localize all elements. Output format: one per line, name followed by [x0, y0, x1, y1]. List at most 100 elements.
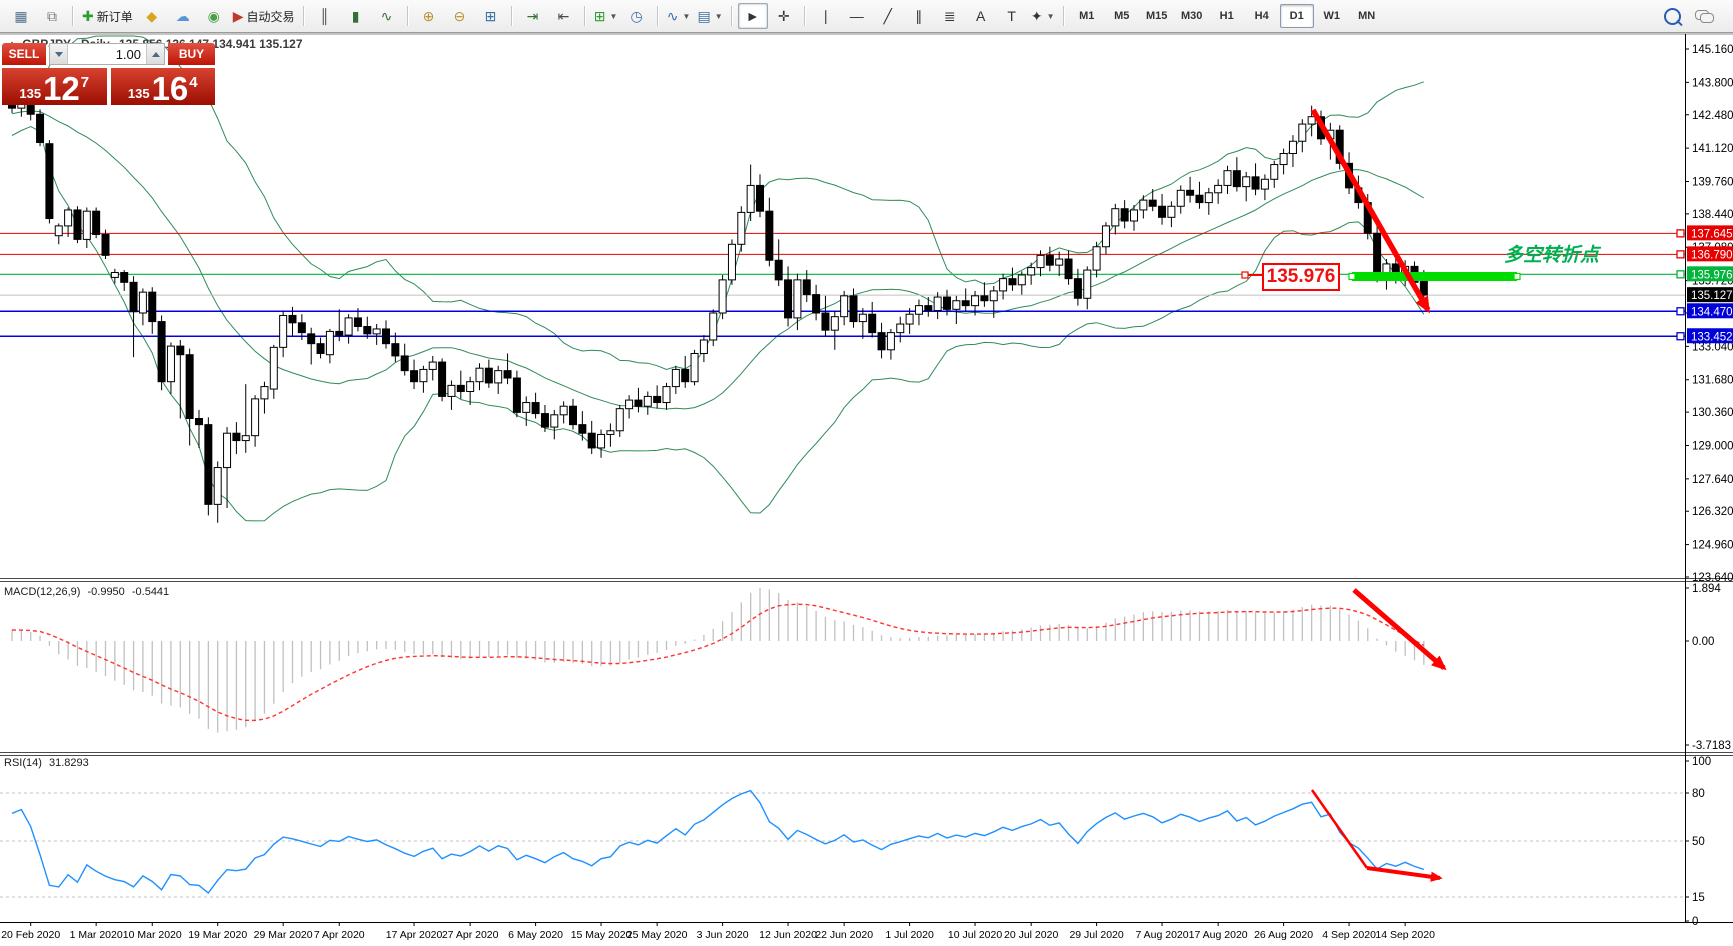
timeframe-m15[interactable]: M15: [1146, 10, 1168, 22]
crosshair-icon[interactable]: ✛: [769, 3, 799, 29]
timeframe-w1[interactable]: W1: [1323, 10, 1340, 22]
text-label-icon[interactable]: T: [997, 3, 1027, 29]
search-icon[interactable]: [1664, 7, 1681, 25]
svg-text:15 May 2020: 15 May 2020: [571, 929, 632, 941]
zoom-out-icon[interactable]: ⊖: [445, 3, 475, 29]
svg-text:6 May 2020: 6 May 2020: [508, 929, 563, 941]
bar-chart-mode-icon[interactable]: ║: [310, 3, 340, 29]
templates-dropdown[interactable]: ▤ ▼: [695, 3, 726, 29]
svg-text:0: 0: [1692, 916, 1698, 928]
svg-text:123.640: 123.640: [1692, 572, 1733, 584]
buy-price-sup: 4: [189, 74, 198, 91]
equidistant-channel-icon[interactable]: ∥: [904, 3, 934, 29]
turning-point-annotation[interactable]: 多空转折点: [1504, 245, 1600, 266]
svg-text:80: 80: [1692, 788, 1705, 800]
new-chart-dropdown: ⊞: [593, 7, 606, 24]
svg-text:25 May 2020: 25 May 2020: [627, 929, 688, 941]
profiles-icon: ⧉: [47, 7, 57, 24]
timeframe-mn[interactable]: MN: [1358, 10, 1376, 22]
timeframe-m5[interactable]: M5: [1114, 10, 1130, 22]
dropdown-arrow-icon: ▼: [682, 11, 691, 21]
macd-name: MACD(12,26,9): [4, 586, 81, 598]
signals-icon[interactable]: ◉: [199, 3, 229, 29]
sell-button[interactable]: SELL: [2, 43, 46, 65]
dropdown-arrow-icon: ▼: [609, 11, 618, 21]
new-chart-window-icon: ▦: [14, 7, 28, 24]
buy-button[interactable]: BUY: [168, 43, 215, 65]
clock-icon[interactable]: ◷: [622, 3, 652, 29]
horizontal-line-icon: —: [849, 8, 864, 24]
svg-text:14 Sep 2020: 14 Sep 2020: [1375, 929, 1435, 941]
svg-text:1 Mar 2020: 1 Mar 2020: [70, 929, 123, 941]
dropdown-arrow-icon: ▼: [714, 11, 723, 21]
profiles-icon[interactable]: ⧉: [37, 3, 67, 29]
buy-price-box[interactable]: 135 16 4: [110, 68, 215, 105]
volume-input[interactable]: 1.00: [115, 46, 141, 62]
sell-price-box[interactable]: 135 12 7: [2, 68, 107, 105]
toolbar-separator: [406, 6, 409, 26]
new-order-icon[interactable]: ✚ 新订单: [79, 3, 136, 29]
svg-text:143.800: 143.800: [1692, 77, 1733, 89]
arrows-dropdown[interactable]: ✦ ▼: [1028, 3, 1058, 29]
trendline-icon[interactable]: ╱: [873, 3, 903, 29]
svg-text:142.480: 142.480: [1692, 110, 1733, 122]
line-chart-mode-icon: ∿: [380, 7, 393, 24]
toolbar-separator: [510, 6, 513, 26]
toolbar-separator: [803, 6, 806, 26]
timeframe-m30[interactable]: M30: [1181, 10, 1203, 22]
indicators-dropdown[interactable]: ∿ ▼: [664, 3, 694, 29]
fibonacci-icon: ≣: [943, 7, 956, 24]
fibonacci-icon[interactable]: ≣: [935, 3, 965, 29]
svg-text:20 Jul 2020: 20 Jul 2020: [1004, 929, 1058, 941]
buy-price-prefix: 135: [127, 86, 150, 101]
svg-text:15: 15: [1692, 892, 1705, 904]
chart-shift-icon: ⇤: [557, 7, 570, 24]
mql5-community-icon[interactable]: ☁: [168, 3, 198, 29]
new-chart-window-icon[interactable]: ▦: [6, 3, 36, 29]
volume-field: 1.00: [49, 43, 165, 65]
new-order-icon-label: 新订单: [96, 9, 133, 24]
svg-text:137.645: 137.645: [1691, 228, 1733, 240]
line-chart-mode-icon[interactable]: ∿: [372, 3, 402, 29]
new-chart-dropdown[interactable]: ⊞ ▼: [591, 3, 621, 29]
equidistant-channel-icon: ∥: [915, 7, 923, 24]
svg-text:26 Aug 2020: 26 Aug 2020: [1254, 929, 1313, 941]
candlestick-mode-icon[interactable]: ▮: [341, 3, 371, 29]
text-icon[interactable]: A: [966, 3, 996, 29]
text-label-icon: T: [1007, 8, 1016, 24]
horizontal-line-icon[interactable]: —: [842, 3, 872, 29]
volume-increase-button[interactable]: [146, 44, 164, 64]
chart-shift-icon[interactable]: ⇤: [549, 3, 579, 29]
tile-windows-icon: ⊞: [484, 7, 497, 24]
auto-scroll-icon[interactable]: ⇥: [518, 3, 548, 29]
auto-scroll-icon: ⇥: [526, 7, 539, 24]
svg-text:3 Jun 2020: 3 Jun 2020: [697, 929, 749, 941]
macd-value-1: -0.9950: [87, 586, 125, 598]
cursor-icon[interactable]: ►: [737, 3, 768, 29]
toolbar-separator: [656, 6, 659, 26]
svg-text:7 Aug 2020: 7 Aug 2020: [1135, 929, 1188, 941]
timeframe-d1[interactable]: D1: [1279, 4, 1314, 28]
megaphone-icon: ◆: [146, 7, 158, 24]
megaphone-icon[interactable]: ◆: [137, 3, 167, 29]
price-level-flag[interactable]: 135.976: [1262, 263, 1340, 291]
toolbar-separator: [1062, 6, 1065, 26]
zoom-in-icon: ⊕: [422, 7, 435, 24]
zoom-in-icon[interactable]: ⊕: [414, 3, 444, 29]
new-order-icon: ✚: [82, 7, 94, 24]
timeframe-h4[interactable]: H4: [1254, 10, 1269, 22]
toolbar-separator: [730, 6, 733, 26]
macd-value-2: -0.5441: [131, 586, 170, 598]
community-chat-icon[interactable]: [1695, 10, 1714, 23]
svg-text:29 Jul 2020: 29 Jul 2020: [1069, 929, 1123, 941]
volume-decrease-button[interactable]: [50, 44, 68, 64]
timeframe-m1[interactable]: M1: [1079, 10, 1095, 22]
tile-windows-icon[interactable]: ⊞: [476, 3, 506, 29]
timeframe-h1[interactable]: H1: [1219, 10, 1234, 22]
sell-price-prefix: 135: [19, 86, 42, 101]
autotrading-icon[interactable]: ▶ 自动交易: [230, 3, 298, 29]
vertical-line-icon[interactable]: ∣: [811, 3, 841, 29]
candlestick-mode-icon: ▮: [351, 7, 360, 24]
